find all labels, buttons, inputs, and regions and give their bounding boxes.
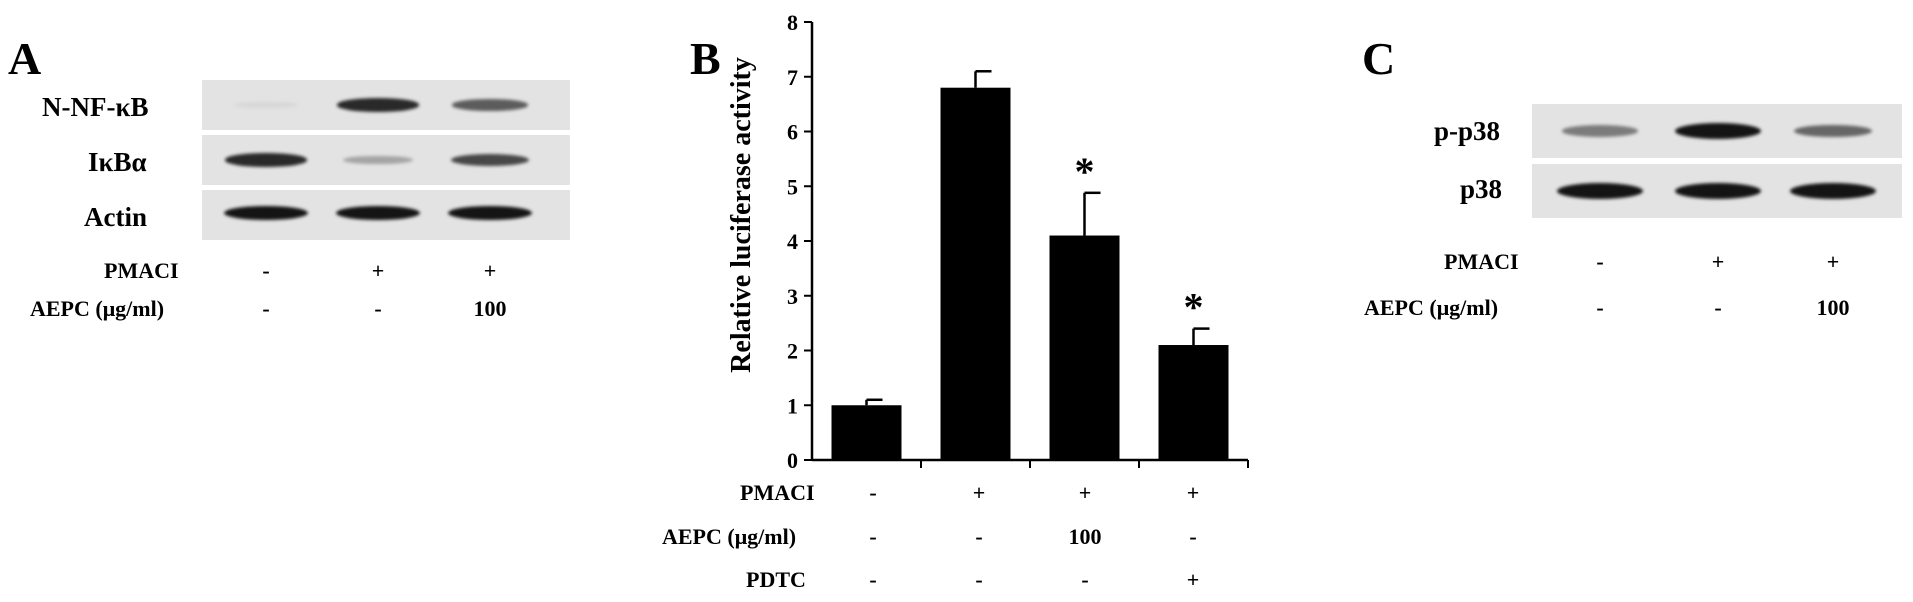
panel-c-band (1790, 183, 1876, 199)
y-tick-label: 7 (787, 65, 798, 90)
panel-a-band (448, 206, 532, 220)
panel-a-letter: A (8, 33, 42, 84)
panel-c-band (1562, 125, 1638, 137)
blot-label-p38: p38 (1460, 174, 1503, 204)
panel-a-pmaci-label: PMACI (104, 258, 179, 283)
panel-b-pmaci-val: + (1078, 480, 1092, 505)
panel-a-aepc-label: AEPC (μg/ml) (30, 296, 165, 321)
bar (940, 87, 1011, 460)
blot-label-actin: Actin (84, 202, 147, 232)
panel-b-aepc-val: - (975, 524, 983, 549)
panel-a-pmaci-val: - (262, 258, 270, 283)
panel-b-letter: B (690, 33, 721, 84)
blot-label-p-p38: p-p38 (1434, 116, 1501, 146)
panel-b-pmaci-val: + (972, 480, 986, 505)
panel-b-aepc-label: AEPC (μg/ml) (662, 524, 797, 549)
panel-a-band (233, 101, 299, 109)
panel-c-pmaci-val: + (1826, 249, 1840, 274)
blot-label-ikba: IκBα (88, 147, 147, 177)
panel-a-band (337, 98, 419, 112)
panel-a-band (225, 153, 307, 167)
bar (831, 405, 902, 460)
bar (1049, 235, 1120, 460)
panel-a-band (224, 206, 308, 220)
panel-a-band (336, 206, 420, 220)
y-tick-label: 2 (787, 339, 798, 364)
panel-b-pmaci-val: + (1186, 480, 1200, 505)
panel-a-aepc-val: - (374, 296, 382, 321)
panel-a-pmaci-val: + (371, 258, 385, 283)
y-tick-label: 5 (787, 174, 798, 199)
significance-asterisk: * (1184, 285, 1204, 330)
luciferase-bar-chart: Relative luciferase activity 0 1 2 3 4 5 6 7 8 *… (726, 10, 1249, 473)
y-tick-label: 4 (787, 229, 798, 254)
panel-b-pdtc-val: - (869, 567, 877, 592)
blot-label-n-nfkb: N-NF-κB (42, 92, 149, 122)
panel-c-aepc-label: AEPC (μg/ml) (1364, 295, 1499, 320)
panel-c-band (1557, 183, 1643, 199)
y-tick-label: 3 (787, 284, 798, 309)
panel-c-pmaci-val: - (1596, 249, 1604, 274)
panel-c-pmaci-label: PMACI (1444, 249, 1519, 274)
panel-a-band (343, 155, 413, 165)
panel-a-aepc-val: 100 (473, 296, 507, 321)
panel-b-aepc-val: - (869, 524, 877, 549)
panel-c-aepc-val: - (1714, 295, 1722, 320)
panel-a-band (450, 153, 530, 167)
panel-b-pmaci-label: PMACI (740, 480, 815, 505)
y-tick-label: 1 (787, 393, 798, 418)
panel-b-aepc-val: - (1189, 524, 1197, 549)
panel-c-pmaci-val: + (1711, 249, 1725, 274)
panel-b-pdtc-val: + (1186, 567, 1200, 592)
panel-b-aepc-val: 100 (1068, 524, 1102, 549)
significance-asterisk: * (1075, 149, 1095, 194)
y-tick-label: 8 (787, 10, 798, 35)
y-tick-label: 0 (787, 448, 798, 473)
panel-c-aepc-val: - (1596, 295, 1604, 320)
chart-bars: ** (831, 70, 1229, 460)
panel-a-aepc-val: - (262, 296, 270, 321)
panel-b-pdtc-val: - (1081, 567, 1089, 592)
panel-c-band (1675, 123, 1761, 139)
panel-a-pmaci-val: + (483, 258, 497, 283)
panel-b-pdtc-label: PDTC (746, 567, 806, 592)
panel-c-band (1794, 124, 1872, 138)
panel-c-letter: C (1362, 33, 1396, 84)
y-tick-labels: 0 1 2 3 4 5 6 7 8 (787, 10, 798, 473)
y-tick-label: 6 (787, 120, 798, 145)
panel-a-band (451, 99, 529, 111)
bar (1158, 345, 1229, 460)
panel-b-pdtc-val: - (975, 567, 983, 592)
panel-c-band (1675, 183, 1761, 199)
panel-c-aepc-val: 100 (1816, 295, 1850, 320)
panel-b-pmaci-val: - (869, 480, 877, 505)
y-axis-label: Relative luciferase activity (726, 57, 757, 373)
